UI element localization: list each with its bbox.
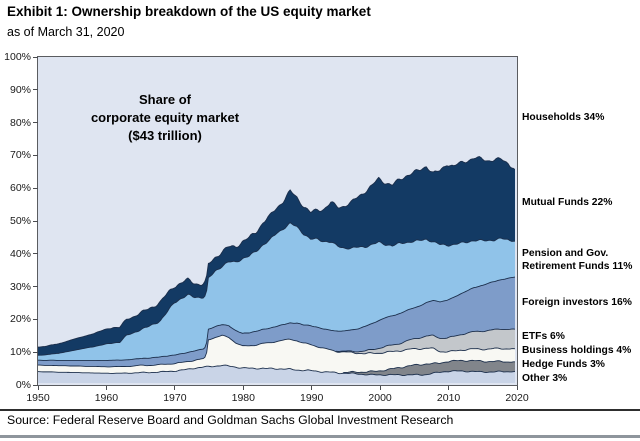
y-tick-label: 60% [9,182,31,195]
x-tickmark [448,386,450,390]
divider-line [0,409,640,411]
x-tickmark [311,386,313,390]
y-tick-label: 90% [9,83,31,96]
boundary-line [38,222,515,356]
annotation-line-1: Share of [138,92,191,107]
y-tickmark [33,318,38,320]
series-label: Mutual Funds 22% [522,197,613,208]
series-label: Households 34% [522,112,605,123]
area-pension-and-gov-retirement-funds [38,222,515,361]
boundary-line [38,276,515,361]
chart-annotation: Share of corporate equity market ($43 tr… [65,91,265,145]
annotation-line-3: ($43 trillion) [128,128,202,143]
x-tick-label: 1970 [163,392,187,404]
series-label: ETFs 6% [522,331,565,342]
x-tickmark [516,386,518,390]
y-tick-label: 0% [15,379,31,391]
x-tick-label: 1990 [300,392,324,404]
y-tickmark [33,220,38,222]
y-tickmark [33,351,38,353]
exhibit-title: Exhibit 1: Ownership breakdown of the US… [7,4,371,19]
x-tickmark [37,386,39,390]
y-tick-label: 40% [9,247,31,260]
x-tickmark [242,386,244,390]
y-tick-label: 50% [9,215,31,227]
x-tick-label: 1980 [231,392,255,404]
y-tickmark [33,253,38,255]
area-business-holdings [38,335,515,374]
x-tickmark [105,386,107,390]
boundary-line [38,334,515,368]
bottom-border-line [0,435,640,438]
boundary-line [38,364,515,376]
y-tickmark [33,122,38,124]
y-tick-label: 20% [9,313,31,326]
boundary-line [336,328,515,353]
exhibit-subtitle: as of March 31, 2020 [7,25,125,39]
y-tickmark [33,187,38,189]
y-tick-label: 100% [4,51,31,63]
y-tick-label: 30% [9,280,31,293]
annotation-line-2: corporate equity market [90,110,240,125]
area-etfs [38,328,515,367]
area-hedge-funds [38,360,515,376]
y-tickmark [33,89,38,91]
y-tick-label: 80% [9,116,31,129]
series-label: Pension and Gov. Retirement Funds 11% [522,248,633,272]
x-tickmark [174,386,176,390]
series-label: Hedge Funds 3% [522,359,605,370]
plot-area: Share of corporate equity market ($43 tr… [37,56,518,386]
boundary-line [342,359,515,374]
x-tick-label: 1950 [26,392,50,404]
source-note: Source: Federal Reserve Board and Goldma… [7,413,454,427]
y-tickmark [33,384,38,386]
x-tick-label: 1960 [94,392,119,404]
y-tickmark [33,154,38,156]
x-tick-label: 2000 [368,392,392,404]
y-tickmark [33,56,38,58]
boundary-line [38,156,515,348]
y-tick-label: 70% [9,149,31,162]
series-label: Business holdings 4% [522,345,632,356]
y-tick-label: 10% [9,346,31,359]
y-tickmark [33,286,38,288]
stacked-area-chart [38,57,515,383]
x-tick-label: 2020 [505,392,529,404]
area-other [38,365,515,383]
x-tickmark [379,386,381,390]
x-tick-label: 2010 [436,392,461,404]
series-label: Other 3% [522,373,568,384]
series-label: Foreign investors 16% [522,297,632,308]
